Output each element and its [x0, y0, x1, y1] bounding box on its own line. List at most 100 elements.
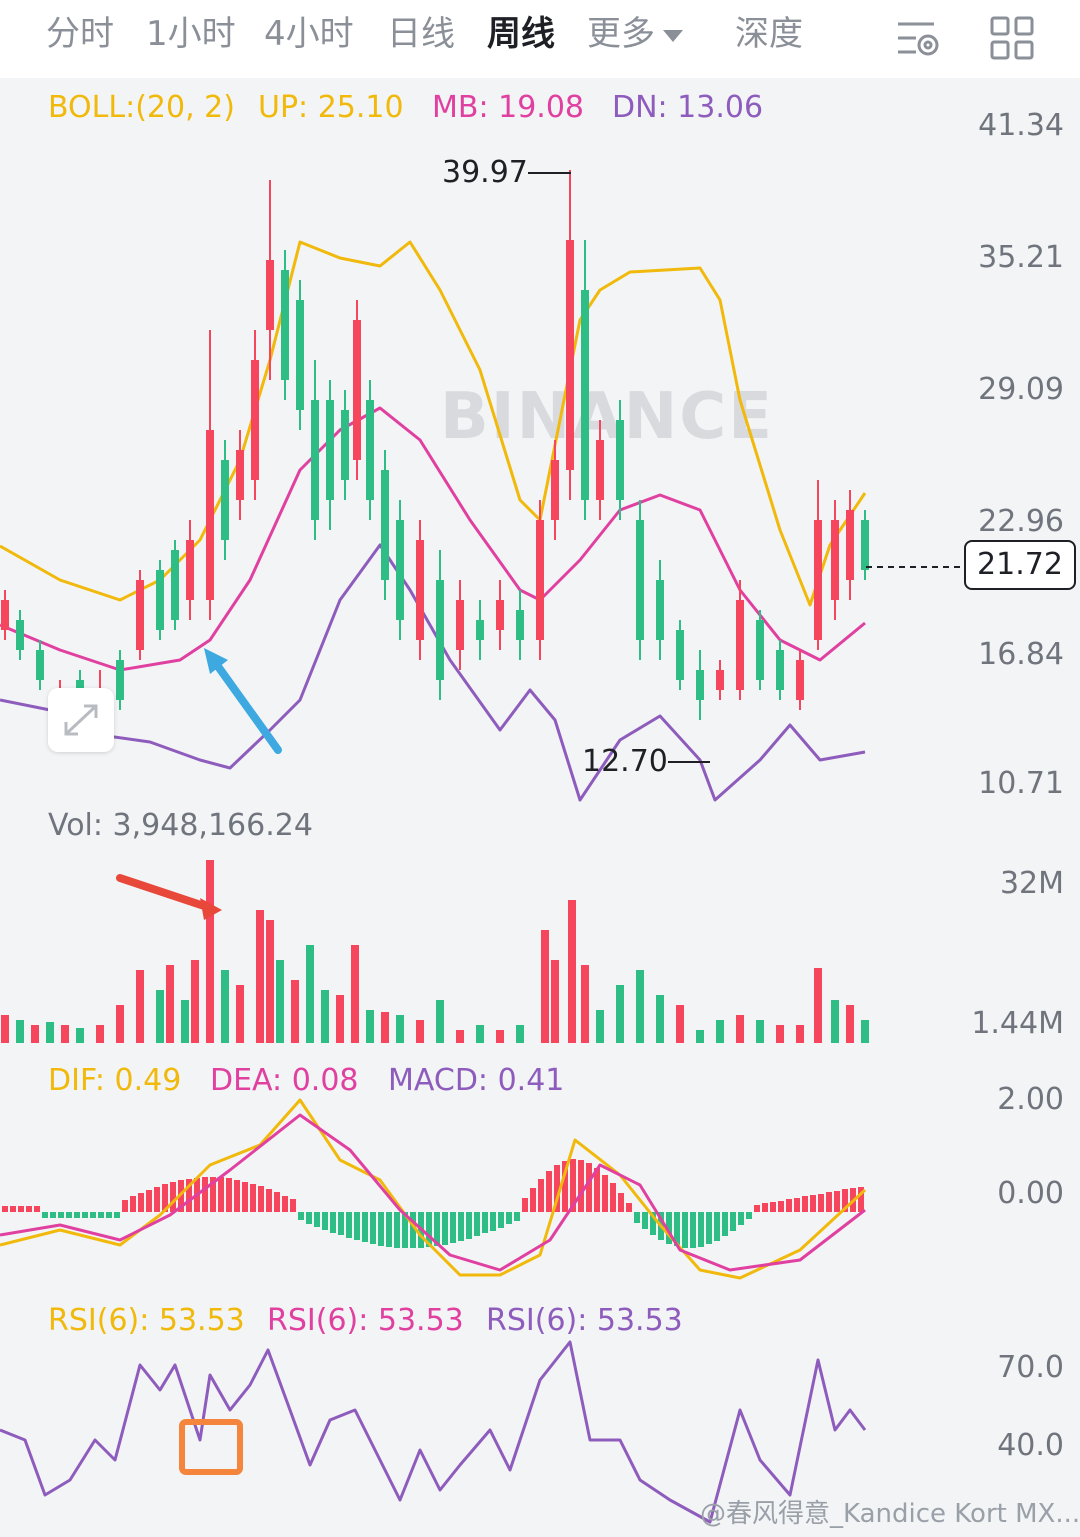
- macd-histogram-bar: [554, 1165, 560, 1212]
- indicator-settings-icon[interactable]: [894, 14, 942, 62]
- tab-depth[interactable]: 深度: [735, 14, 803, 54]
- macd-histogram-bar: [706, 1212, 712, 1244]
- volume-bar: [656, 995, 664, 1043]
- candle-body: [716, 670, 724, 690]
- candle-body: [736, 600, 744, 690]
- macd-histogram-bar: [522, 1198, 528, 1212]
- candle-body: [516, 610, 524, 640]
- tab-weekly[interactable]: 周线: [487, 14, 555, 54]
- candle-body: [396, 520, 404, 620]
- expand-icon: [64, 704, 98, 736]
- macd-histogram-bar: [410, 1212, 416, 1248]
- tab-more[interactable]: 更多: [587, 12, 683, 56]
- volume-bar: [61, 1025, 69, 1043]
- volume-bar: [551, 960, 559, 1043]
- candle-body: [436, 580, 444, 680]
- candle-body: [416, 540, 424, 640]
- candle-body: [476, 620, 484, 640]
- volume-bar: [181, 1000, 189, 1043]
- high-price-label: 39.97: [442, 155, 528, 190]
- candle-body: [496, 600, 504, 630]
- macd-histogram-bar: [722, 1212, 728, 1236]
- macd-histogram-bar: [346, 1212, 352, 1238]
- candle-body: [171, 550, 179, 620]
- macd-histogram-bar: [226, 1178, 232, 1212]
- tab-daily[interactable]: 日线: [387, 14, 455, 54]
- macd-histogram-bar: [586, 1163, 592, 1212]
- grid-layout-icon[interactable]: [988, 14, 1036, 62]
- macd-histogram-bar: [786, 1199, 792, 1212]
- volume-bar: [831, 1000, 839, 1043]
- annotation-arrow-red-head: [200, 898, 222, 920]
- candle-body: [16, 620, 24, 650]
- expand-button[interactable]: [48, 688, 114, 752]
- volume-bar: [716, 1020, 724, 1043]
- macd-histogram-bar: [90, 1212, 96, 1218]
- volume-bar: [396, 1015, 404, 1043]
- volume-bar: [776, 1025, 784, 1043]
- macd-histogram-bar: [834, 1191, 840, 1212]
- candle-body: [696, 670, 704, 700]
- macd-histogram-bar: [282, 1196, 288, 1212]
- volume-bar: [136, 970, 144, 1043]
- candle-body: [296, 300, 304, 410]
- candle-body: [776, 650, 784, 690]
- macd-histogram-bar: [34, 1206, 40, 1212]
- macd-histogram-bar: [114, 1212, 120, 1218]
- macd-histogram-bar: [266, 1189, 272, 1212]
- macd-histogram-bar: [250, 1184, 256, 1212]
- macd-histogram-bar: [602, 1175, 608, 1212]
- price-axis-tick: 35.21: [978, 240, 1064, 275]
- macd-axis-tick: 2.00: [997, 1082, 1064, 1117]
- macd-histogram-bar: [802, 1196, 808, 1212]
- tab-more-label: 更多: [587, 14, 655, 54]
- volume-bar: [456, 1030, 464, 1043]
- tab-4h[interactable]: 4小时: [264, 14, 354, 54]
- volume-bar: [756, 1020, 764, 1043]
- candle-body: [756, 620, 764, 680]
- price-axis-tick: 16.84: [978, 637, 1064, 672]
- volume-bar: [96, 1025, 104, 1043]
- macd-histogram-bar: [154, 1187, 160, 1212]
- candle-body: [266, 260, 274, 330]
- volume-bar: [846, 1005, 854, 1043]
- volume-bar: [476, 1025, 484, 1043]
- candle-body: [221, 460, 229, 540]
- tab-1h[interactable]: 1小时: [146, 14, 236, 54]
- candle-body: [831, 520, 839, 600]
- macd-histogram-bar: [122, 1200, 128, 1212]
- candle-body: [566, 240, 574, 470]
- volume-bar: [596, 1010, 604, 1043]
- annotation-arrow-blue: [208, 654, 282, 754]
- macd-histogram-bar: [810, 1195, 816, 1212]
- macd-histogram-bar: [474, 1212, 480, 1236]
- macd-histogram-bar: [242, 1182, 248, 1212]
- rsi-axis-tick: 40.0: [997, 1428, 1064, 1463]
- candle-body: [36, 650, 44, 680]
- tab-minute[interactable]: 分时: [46, 14, 114, 54]
- low-price-label: 12.70: [582, 744, 668, 779]
- macd-histogram-bar: [298, 1212, 304, 1220]
- candle-body: [551, 460, 559, 520]
- volume-bar: [76, 1028, 84, 1043]
- volume-bar: [191, 960, 199, 1043]
- dea-line: [0, 1113, 866, 1272]
- macd-histogram-bar: [74, 1212, 80, 1218]
- macd-histogram-bar: [754, 1205, 760, 1212]
- macd-histogram-bar: [138, 1193, 144, 1212]
- macd-histogram-bar: [2, 1206, 8, 1212]
- kline-chart[interactable]: [0, 78, 1080, 1537]
- timeframe-bar: 分时 1小时 4小时 日线 周线 更多 深度: [0, 0, 1080, 78]
- candle-body: [861, 520, 869, 570]
- macd-histogram-bar: [442, 1212, 448, 1245]
- macd-histogram-bar: [450, 1212, 456, 1243]
- price-axis-tick: 29.09: [978, 372, 1064, 407]
- macd-histogram-bar: [610, 1183, 616, 1212]
- volume-bar: [266, 920, 274, 1043]
- macd-histogram-bar: [634, 1212, 640, 1223]
- macd-histogram-bar: [210, 1177, 216, 1212]
- macd-histogram-bar: [594, 1168, 600, 1212]
- candle-body: [846, 510, 854, 580]
- candle-body: [536, 520, 544, 640]
- chevron-down-icon: [663, 29, 683, 42]
